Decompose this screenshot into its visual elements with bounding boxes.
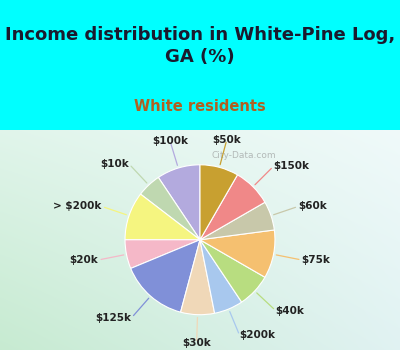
Wedge shape — [125, 194, 200, 240]
Text: Income distribution in White-Pine Log,
GA (%): Income distribution in White-Pine Log, G… — [5, 26, 395, 66]
Wedge shape — [200, 202, 274, 240]
Text: > $200k: > $200k — [54, 202, 102, 211]
Text: $125k: $125k — [96, 313, 132, 323]
Text: $10k: $10k — [100, 159, 129, 169]
Wedge shape — [180, 240, 215, 315]
Text: $20k: $20k — [70, 255, 98, 265]
Wedge shape — [125, 240, 200, 268]
Wedge shape — [200, 230, 275, 277]
Wedge shape — [158, 165, 200, 240]
Text: $60k: $60k — [298, 202, 327, 211]
Wedge shape — [200, 165, 238, 240]
Text: $50k: $50k — [212, 135, 241, 145]
Text: White residents: White residents — [134, 99, 266, 114]
Wedge shape — [200, 240, 265, 302]
Text: $150k: $150k — [273, 161, 309, 171]
Text: $100k: $100k — [152, 135, 188, 146]
Wedge shape — [200, 175, 265, 240]
Text: $40k: $40k — [276, 306, 304, 316]
Wedge shape — [140, 177, 200, 240]
Wedge shape — [200, 240, 242, 313]
Wedge shape — [131, 240, 200, 312]
Text: $200k: $200k — [240, 330, 276, 341]
Text: City-Data.com: City-Data.com — [212, 152, 276, 160]
Text: $75k: $75k — [302, 255, 330, 265]
Text: $30k: $30k — [182, 338, 211, 348]
